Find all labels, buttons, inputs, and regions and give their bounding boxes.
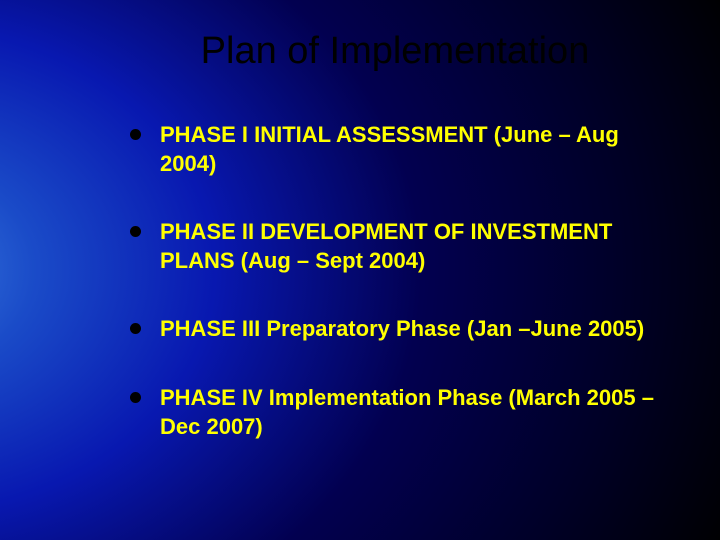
bullet-list: PHASE I INITIAL ASSESSMENT (June – Aug 2… bbox=[100, 121, 660, 441]
bullet-text: PHASE II DEVELOPMENT OF INVESTMENT PLANS… bbox=[160, 219, 612, 273]
bullet-text: PHASE I INITIAL ASSESSMENT (June – Aug 2… bbox=[160, 122, 619, 176]
list-item: PHASE II DEVELOPMENT OF INVESTMENT PLANS… bbox=[130, 218, 660, 275]
bullet-text: PHASE III Preparatory Phase (Jan –June 2… bbox=[160, 316, 644, 341]
list-item: PHASE III Preparatory Phase (Jan –June 2… bbox=[130, 315, 660, 344]
slide-title: Plan of Implementation bbox=[130, 30, 660, 73]
bullet-icon bbox=[130, 323, 141, 334]
bullet-icon bbox=[130, 226, 141, 237]
list-item: PHASE I INITIAL ASSESSMENT (June – Aug 2… bbox=[130, 121, 660, 178]
list-item: PHASE IV Implementation Phase (March 200… bbox=[130, 384, 660, 441]
bullet-icon bbox=[130, 392, 141, 403]
bullet-icon bbox=[130, 129, 141, 140]
presentation-slide: Plan of Implementation PHASE I INITIAL A… bbox=[0, 0, 720, 540]
bullet-text: PHASE IV Implementation Phase (March 200… bbox=[160, 385, 654, 439]
